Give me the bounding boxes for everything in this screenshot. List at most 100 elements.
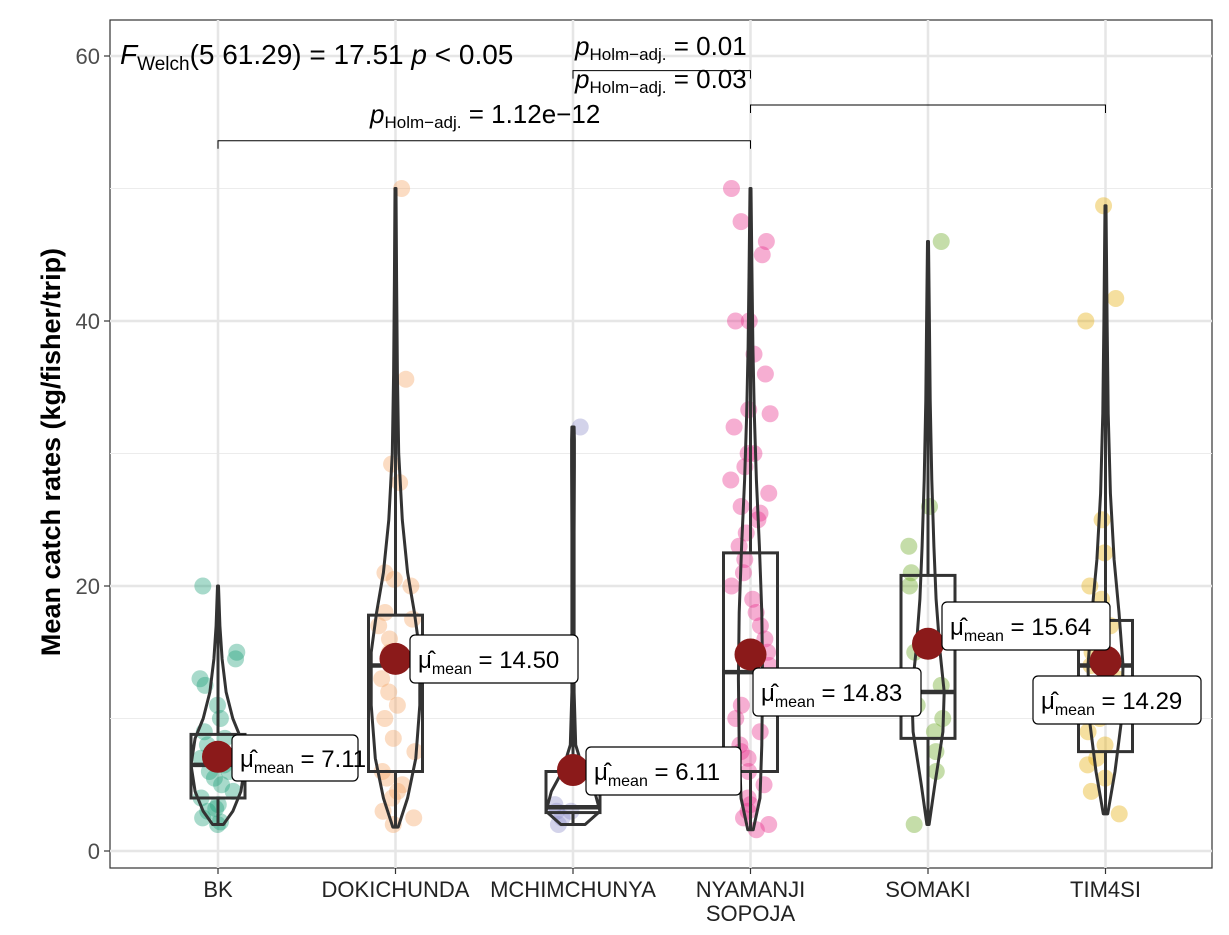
y-axis-label: Mean catch rates (kg/fisher/trip) (36, 248, 66, 656)
mean-label-box (409, 634, 579, 684)
mean-label: μ̂mean = 14.29 (1041, 688, 1182, 719)
data-point (730, 537, 748, 555)
x-tick-label: SOMAKI (885, 877, 971, 902)
mean-label: μ̂mean = 7.11 (240, 746, 366, 777)
data-point (761, 405, 779, 423)
x-tick-label: TIM4SI (1070, 877, 1141, 902)
plot-panel (109, 19, 1213, 869)
data-point (737, 524, 755, 542)
mean-label-box (752, 667, 922, 717)
data-point (380, 683, 398, 701)
data-point (224, 782, 242, 800)
data-point (393, 776, 411, 794)
mean-label: μ̂mean = 15.64 (950, 614, 1091, 645)
data-point (739, 789, 757, 807)
data-point (760, 816, 778, 833)
mean-label-box (585, 746, 742, 796)
data-point (734, 809, 752, 827)
data-point (751, 504, 769, 522)
mean-point (1089, 645, 1122, 678)
data-point (739, 749, 757, 767)
data-point (722, 180, 740, 197)
data-point (376, 710, 394, 727)
data-point (900, 537, 918, 555)
mean-label: μ̂mean = 14.83 (761, 680, 902, 711)
data-point (1079, 723, 1097, 741)
y-tick-label: 0 (88, 839, 100, 864)
data-point (1110, 805, 1128, 823)
mean-point (379, 642, 412, 675)
data-point (1093, 511, 1111, 529)
data-point (213, 776, 231, 794)
x-tick-label: SOPOJA (706, 901, 796, 926)
data-point (1077, 312, 1095, 330)
data-point (389, 782, 407, 800)
marks (189, 180, 1134, 839)
annotations: μ̂mean = 7.11 μ̂mean = 14.50 μ̂mean = 6.11… (120, 31, 1202, 796)
data-point (211, 710, 229, 727)
x-tick-label: BK (203, 877, 233, 902)
data-point (194, 577, 212, 595)
data-point (571, 418, 589, 436)
comparison-bracket (217, 140, 751, 149)
data-point (1107, 289, 1125, 307)
x-tick-label: NYAMANJI (696, 877, 806, 902)
data-point (900, 577, 918, 595)
data-point (732, 696, 750, 714)
data-point (373, 670, 391, 688)
data-point (932, 676, 950, 694)
data-point (755, 776, 773, 794)
data-point (1079, 756, 1097, 774)
data-point (199, 802, 217, 820)
y-tick-label: 60 (76, 44, 100, 69)
y-tick-label: 20 (76, 574, 100, 599)
data-point (207, 800, 225, 818)
data-point (751, 723, 769, 741)
data-point (1096, 736, 1114, 754)
mean-point (734, 638, 767, 671)
x-tick-label: MCHIMCHUNYA (490, 877, 656, 902)
data-point (384, 729, 402, 747)
data-point (227, 650, 245, 668)
mean-point (202, 740, 234, 773)
data-point (205, 769, 223, 787)
data-point (376, 564, 394, 582)
data-point (751, 617, 769, 635)
data-point (727, 312, 745, 330)
comparison-bracket (572, 70, 751, 79)
y-tick-label: 40 (76, 309, 100, 334)
comparison-bracket (750, 104, 1106, 114)
data-point (1082, 782, 1100, 800)
data-point (722, 471, 740, 489)
data-point (211, 813, 229, 831)
data-point (388, 696, 406, 714)
data-point (725, 418, 743, 436)
data-point (905, 816, 923, 833)
mean-label-box (231, 734, 359, 782)
comparison-label: pHolm−adj. = 0.03 (574, 64, 747, 97)
mean-point (912, 627, 944, 660)
data-point (732, 498, 750, 515)
data-point (753, 246, 771, 264)
data-point (757, 233, 775, 250)
comparison-label: pHolm−adj. = 1.12e−12 (369, 99, 600, 132)
data-point (760, 484, 778, 502)
data-point (932, 233, 950, 250)
data-point (405, 809, 423, 827)
data-point (228, 643, 246, 661)
data-point (191, 670, 209, 688)
mean-label: μ̂mean = 14.50 (418, 647, 559, 678)
data-point (194, 809, 212, 827)
x-tick-label: DOKICHUNDA (322, 877, 470, 902)
mean-label-box (1032, 675, 1202, 725)
data-point (747, 821, 765, 839)
data-point (756, 365, 774, 383)
data-point (744, 590, 762, 608)
data-point (925, 723, 943, 741)
comparison-label: pHolm−adj. = 0.01 (574, 31, 747, 64)
mean-point (557, 754, 589, 787)
data-point (732, 213, 750, 231)
mean-label: μ̂mean = 6.11 (594, 759, 720, 790)
